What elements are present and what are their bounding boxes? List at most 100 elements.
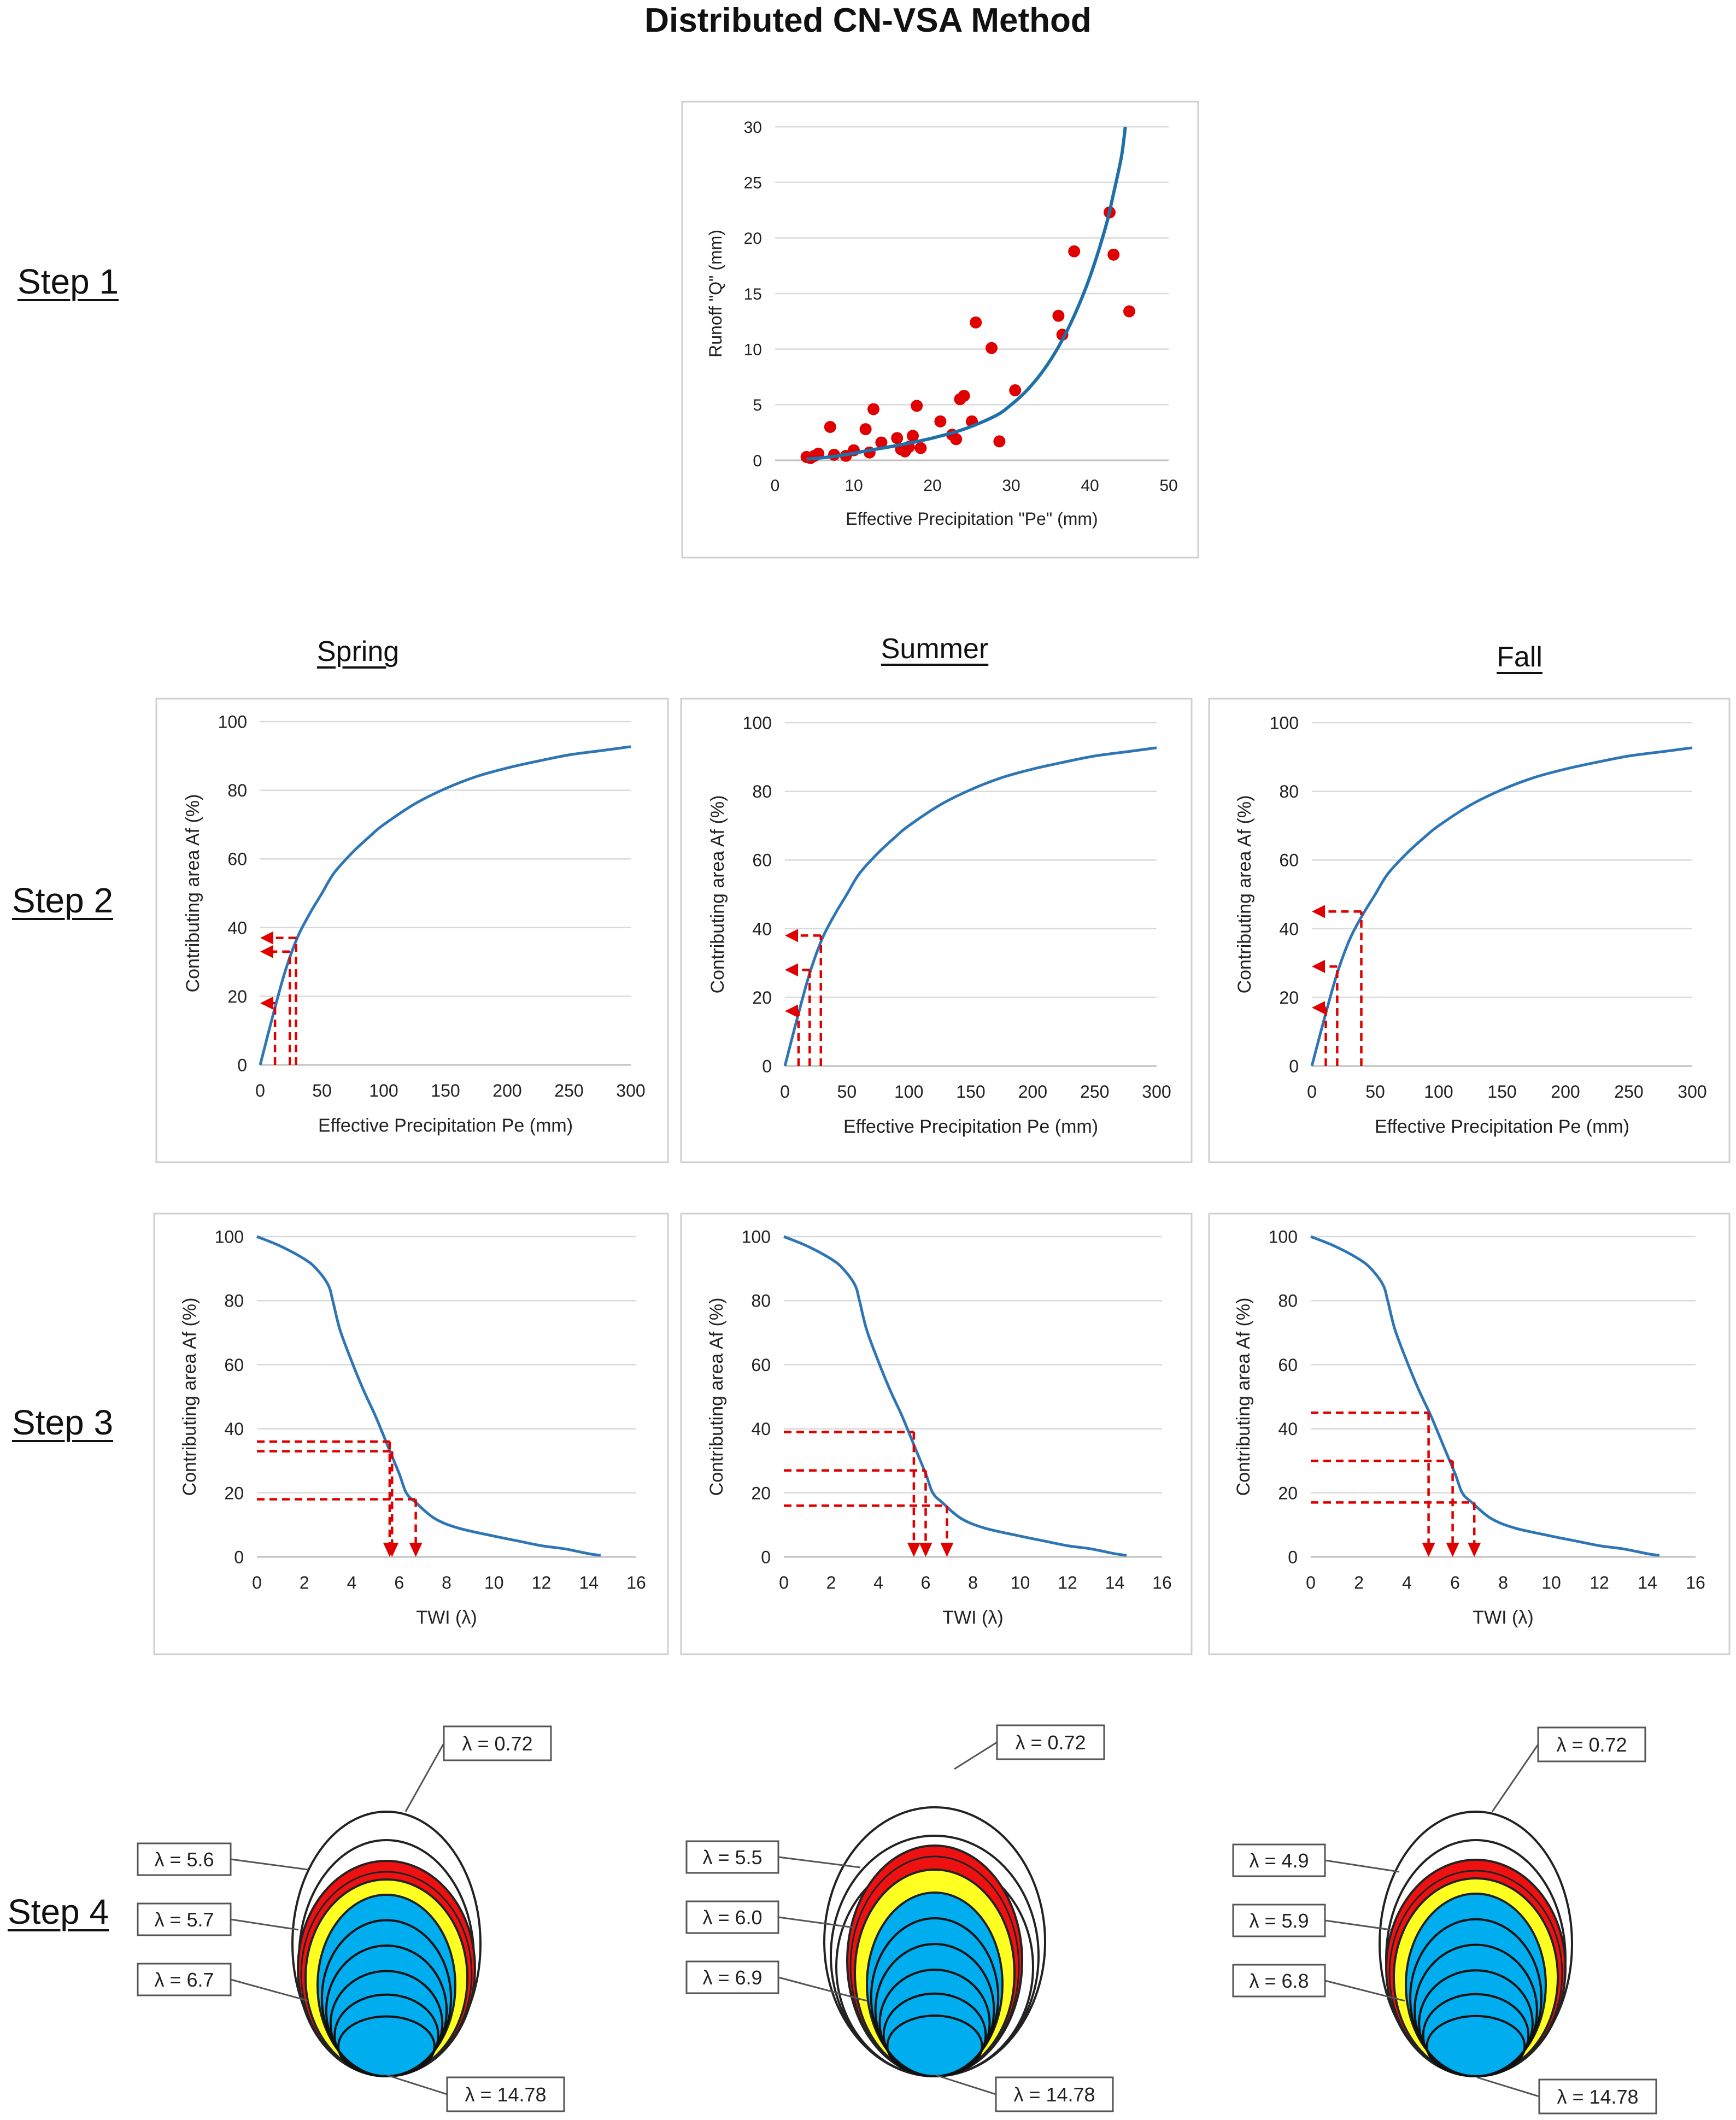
y-tick-label: 20 [227,987,247,1006]
y-tick-label: 80 [227,781,247,800]
twi-threshold-label: λ = 5.5 [702,1846,762,1869]
twi-threshold-label: λ = 5.6 [154,1848,214,1871]
label-leader-line [386,2074,448,2095]
x-tick-label: 200 [1018,1082,1047,1102]
label-box [996,1724,1105,1760]
data-point [1123,305,1135,318]
reading-arrow [260,996,273,1010]
label-box [137,1842,232,1876]
y-tick-label: 0 [761,1548,771,1567]
reading-arrow [385,1543,399,1557]
y-tick-label: 60 [752,851,772,870]
twi-threshold-label: λ = 6.8 [1249,1970,1309,1992]
label-leader-line [778,1856,861,1869]
x-tick-label: 2 [300,1573,309,1592]
y-tick-label: 20 [224,1483,244,1503]
x-tick-label: 0 [255,1081,265,1100]
label-leader-line [1476,2076,1540,2098]
reading-arrow [919,1543,932,1557]
data-point [1009,384,1022,396]
label-leader-line [778,1976,867,2002]
x-tick-label: 2 [826,1573,836,1592]
x-axis-label: Effective Precipitation Pe (mm) [1375,1116,1629,1137]
y-axis-label: Contributing area Af (%) [706,1298,727,1496]
data-point [958,390,970,402]
chart-step2-fall: 0 20 40 60 80 100 0 50 100 150 200 250 300 Effective … [1208,698,1731,1163]
y-tick-label: 100 [218,712,247,732]
label-leader-line [230,1918,299,1931]
chart-step3-summer: 0 20 40 60 80 100 0 2 4 6 8 10 12 14 16 TWI (λ) Contribu… [680,1213,1193,1655]
twi-threshold-label: λ = 0.72 [462,1732,532,1755]
y-tick-label: 20 [744,230,762,248]
y-tick-label: 0 [1288,1548,1298,1567]
x-tick-label: 100 [1424,1082,1453,1102]
x-tick-label: 6 [921,1573,931,1592]
x-axis-label: Effective Precipitation Pe (mm) [843,1116,1098,1137]
label-leader-line [778,1916,854,1929]
y-tick-label: 100 [742,1227,771,1247]
chart-step2-spring: 0 20 40 60 80 100 0 50 100 150 200 250 300 Effective … [155,698,669,1163]
chart-frame [680,1213,1193,1655]
y-axis-label: Contributing area Af (%) [1233,1298,1254,1496]
data-point [934,415,947,427]
y-tick-label: 40 [751,1419,771,1439]
y-tick-label: 0 [237,1056,247,1075]
chart-frame [680,698,1193,1163]
x-tick-label: 40 [1081,477,1099,495]
label-box [685,1840,779,1874]
y-tick-label: 60 [751,1355,771,1375]
series-line [783,1235,1127,1557]
data-point [1068,245,1081,257]
label-box [1538,2078,1657,2115]
label-box [1537,1726,1646,1762]
y-tick-label: 20 [752,988,772,1008]
y-tick-label: 40 [1278,1419,1298,1439]
y-tick-label: 40 [224,1419,244,1439]
reading-arrow [1446,1543,1459,1557]
y-axis-label: Contributing area Af (%) [707,795,728,994]
step-4-label: Step 4 [8,1892,109,1931]
twi-threshold-label: λ = 0.72 [1015,1731,1086,1754]
x-tick-label: 300 [1678,1082,1706,1102]
x-tick-label: 300 [1142,1082,1171,1102]
step4-layer: λ = 0.72λ = 5.6λ = 5.7λ = 6.7λ = 14.78λ … [137,1724,1657,2115]
data-point [867,403,879,415]
x-tick-label: 0 [779,1573,789,1592]
y-tick-label: 40 [752,919,772,939]
series-line [259,745,631,1065]
x-tick-label: 10 [1011,1573,1030,1592]
season-label-fall: Fall [1497,641,1543,673]
twi-threshold-label: λ = 14.78 [1557,2086,1638,2108]
x-tick-label: 8 [442,1573,451,1592]
x-tick-label: 12 [1058,1573,1077,1592]
y-tick-label: 60 [1278,1355,1298,1375]
twi-threshold-label: λ = 14.78 [1013,2083,1095,2106]
y-tick-label: 100 [215,1227,244,1247]
x-tick-label: 100 [894,1082,923,1102]
reading-arrow [907,1543,920,1557]
x-tick-label: 8 [1498,1573,1508,1592]
season-label-spring: Spring [316,636,400,667]
y-tick-label: 0 [1289,1057,1299,1076]
reading-arrow [785,963,798,977]
page-title: Distributed CN-VSA Method [644,2,1092,39]
label-box [137,1963,232,1996]
zone-diagram-summer: λ = 0.72 λ = 5.5 λ = 6.0 λ = 6.9 λ = 14.78 [685,1724,1114,2112]
label-box [446,2076,565,2112]
step-1-label: Step 1 [17,262,119,301]
chart-step3-fall: 0 20 40 60 80 100 0 2 4 6 8 10 12 14 16 TWI (λ) Contribu… [1208,1213,1731,1655]
label-leader-line [1324,1919,1391,1931]
data-point [1052,309,1065,322]
chart-frame [1208,698,1731,1163]
y-tick-label: 40 [1279,919,1299,939]
x-tick-label: 2 [1354,1573,1364,1592]
data-point [986,342,998,354]
x-tick-label: 16 [1152,1573,1172,1592]
y-tick-label: 5 [753,396,762,414]
data-point [891,432,904,444]
blue-zone-ring [337,2015,436,2077]
x-tick-label: 14 [1638,1573,1657,1592]
label-box [995,2076,1114,2112]
chart-frame [1208,1213,1731,1655]
